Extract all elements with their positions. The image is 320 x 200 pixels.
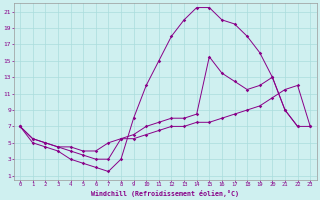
X-axis label: Windchill (Refroidissement éolien,°C): Windchill (Refroidissement éolien,°C) <box>91 190 239 197</box>
